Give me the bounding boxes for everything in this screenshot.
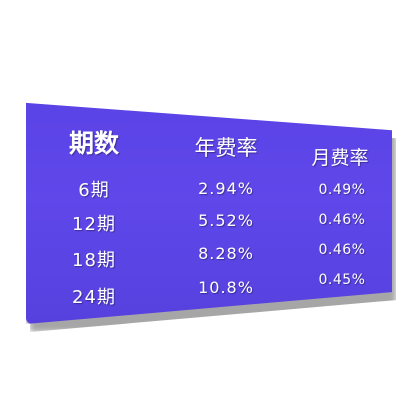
row-1-monthly-rate: 0.49% xyxy=(318,182,366,198)
row-1-period: 6期 xyxy=(78,180,110,201)
row-3-period: 18期 xyxy=(72,250,116,271)
row-2-monthly-rate: 0.46% xyxy=(318,212,366,228)
row-2-period: 12期 xyxy=(72,214,116,235)
row-1-annual-rate: 2.94% xyxy=(198,179,254,198)
row-3-monthly-rate: 0.46% xyxy=(318,242,366,258)
row-3-annual-rate: 8.28% xyxy=(198,244,254,263)
row-4-annual-rate: 10.8% xyxy=(198,278,254,297)
header-period: 期数 xyxy=(68,129,120,158)
fee-rate-panel xyxy=(26,102,392,324)
row-4-period: 24期 xyxy=(72,287,116,308)
row-4-monthly-rate: 0.45% xyxy=(318,272,366,288)
header-annual-rate: 年费率 xyxy=(194,136,258,160)
header-monthly-rate: 月费率 xyxy=(311,147,369,169)
row-2-annual-rate: 5.52% xyxy=(198,211,254,230)
